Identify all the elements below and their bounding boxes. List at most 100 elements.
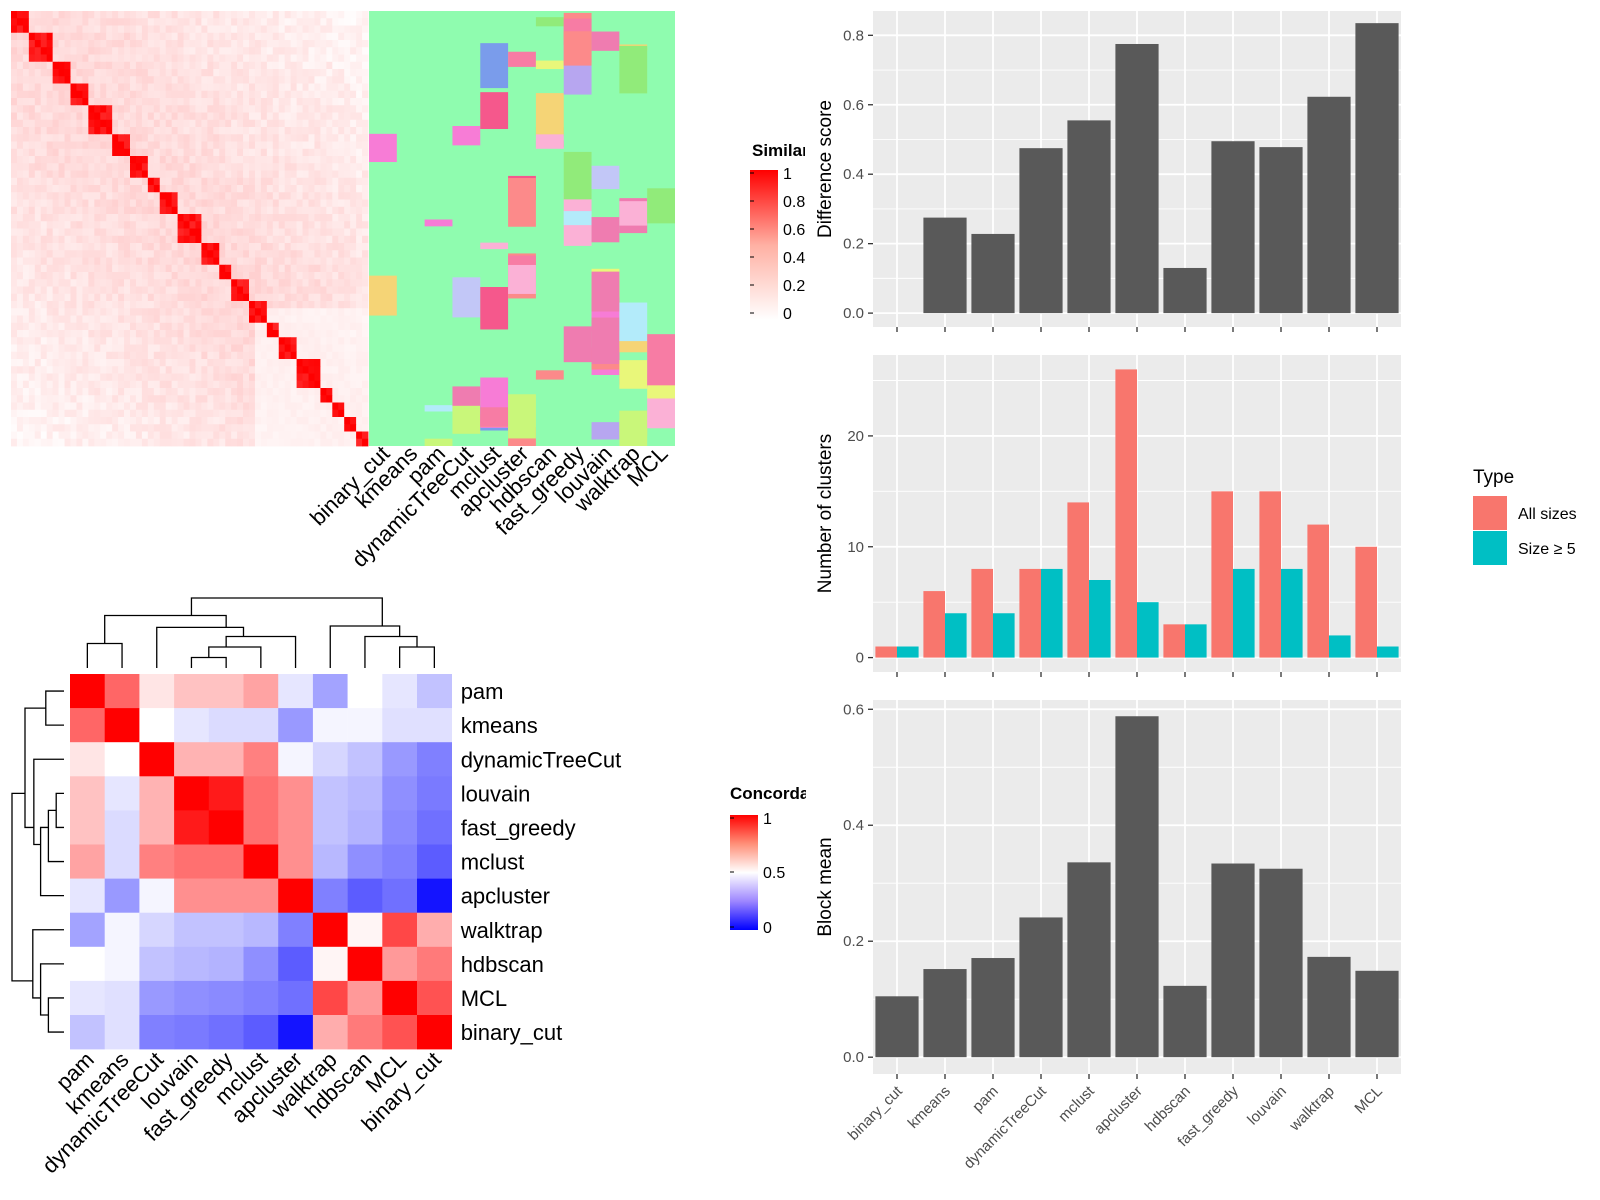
similarity-cell — [76, 177, 83, 186]
similarity-cell — [338, 127, 345, 135]
similarity-cell — [16, 264, 24, 273]
similarity-cell — [165, 380, 173, 389]
similarity-cell — [141, 388, 149, 396]
similarity-cell — [100, 417, 107, 425]
similarity-cell — [231, 134, 238, 142]
similarity-cell — [16, 98, 24, 106]
similarity-cell — [201, 214, 208, 222]
similarity-cell — [70, 141, 77, 150]
similarity-cell — [195, 214, 202, 222]
similarity-cell — [201, 272, 208, 280]
similarity-cell — [171, 243, 178, 251]
similarity-cell — [171, 199, 178, 208]
similarity-cell — [272, 141, 280, 150]
similarity-cell — [266, 127, 274, 135]
similarity-cell — [141, 185, 149, 193]
similarity-cell — [88, 163, 95, 171]
similarity-cell — [58, 380, 65, 389]
similarity-cell — [46, 279, 54, 287]
similarity-cell — [189, 286, 196, 295]
similarity-cell — [254, 69, 262, 77]
similarity-cell — [183, 330, 190, 338]
similarity-cell — [332, 206, 339, 215]
similarity-cell — [272, 322, 280, 331]
similarity-cell — [284, 90, 292, 99]
x-tick-label: dynamicTreeCut — [960, 1082, 1050, 1172]
similarity-cell — [314, 257, 321, 266]
similarity-cell — [254, 119, 262, 128]
similarity-cell — [153, 105, 161, 113]
similarity-cell — [219, 199, 226, 208]
similarity-cell — [141, 127, 149, 135]
similarity-cell — [219, 134, 226, 142]
similarity-cell — [266, 315, 274, 324]
similarity-cell — [254, 90, 262, 99]
similarity-cell — [64, 206, 71, 215]
similarity-cell — [82, 373, 89, 382]
similarity-cell — [52, 257, 59, 266]
similarity-cell — [130, 243, 137, 251]
similarity-cell — [106, 402, 113, 411]
similarity-cell — [46, 359, 54, 367]
similarity-cell — [356, 221, 363, 229]
similarity-cell — [40, 206, 48, 215]
similarity-cell — [159, 98, 167, 106]
similarity-cell — [356, 359, 363, 367]
similarity-cell — [28, 243, 36, 251]
similarity-cell — [34, 315, 42, 324]
bar-size-5 — [1185, 624, 1207, 658]
partition-heatmap — [369, 11, 675, 446]
similarity-cell — [326, 192, 333, 200]
similarity-cell — [201, 76, 208, 84]
similarity-cell — [260, 315, 268, 324]
similarity-cell — [76, 388, 83, 396]
similarity-cell — [266, 105, 274, 113]
similarity-cell — [338, 431, 345, 440]
similarity-cell — [153, 322, 161, 331]
similarity-cell — [64, 69, 71, 77]
y-tick-label: 0.0 — [843, 305, 864, 322]
similarity-cell — [16, 134, 24, 142]
similarity-cell — [254, 54, 262, 63]
concordance-cell — [382, 912, 418, 948]
similarity-cell — [94, 264, 101, 273]
similarity-cell — [88, 337, 95, 345]
similarity-cell — [308, 388, 315, 396]
similarity-cell — [28, 206, 36, 215]
similarity-cell — [284, 127, 292, 135]
similarity-cell — [183, 322, 190, 331]
similarity-cell — [40, 308, 48, 316]
similarity-cell — [296, 308, 303, 316]
similarity-cell — [272, 250, 280, 258]
similarity-cell — [106, 40, 113, 48]
similarity-cell — [356, 301, 363, 309]
x-tick-label: binary_cut — [845, 1082, 907, 1144]
similarity-cell — [195, 199, 202, 208]
similarity-cell — [76, 199, 83, 208]
similarity-cell — [195, 192, 202, 200]
similarity-cell — [141, 366, 149, 374]
similarity-cell — [237, 264, 244, 273]
similarity-cell — [165, 185, 173, 193]
similarity-cell — [225, 98, 232, 106]
similarity-cell — [254, 322, 262, 331]
similarity-cell — [177, 119, 184, 128]
similarity-cell — [314, 134, 321, 142]
similarity-cell — [225, 301, 232, 309]
similarity-cell — [58, 235, 65, 244]
similarity-cell — [278, 337, 286, 345]
similarity-cell — [40, 250, 48, 258]
similarity-cell — [112, 380, 119, 389]
similarity-cell — [124, 272, 131, 280]
similarity-cell — [266, 54, 274, 63]
similarity-cell — [231, 272, 238, 280]
similarity-cell — [284, 250, 292, 258]
similarity-cell — [350, 119, 357, 128]
similarity-cell — [326, 83, 333, 92]
similarity-cell — [350, 18, 357, 26]
similarity-cell — [249, 424, 256, 432]
similarity-cell — [130, 351, 137, 360]
similarity-cell — [64, 192, 71, 200]
similarity-cell — [314, 76, 321, 84]
similarity-cell — [201, 11, 208, 19]
